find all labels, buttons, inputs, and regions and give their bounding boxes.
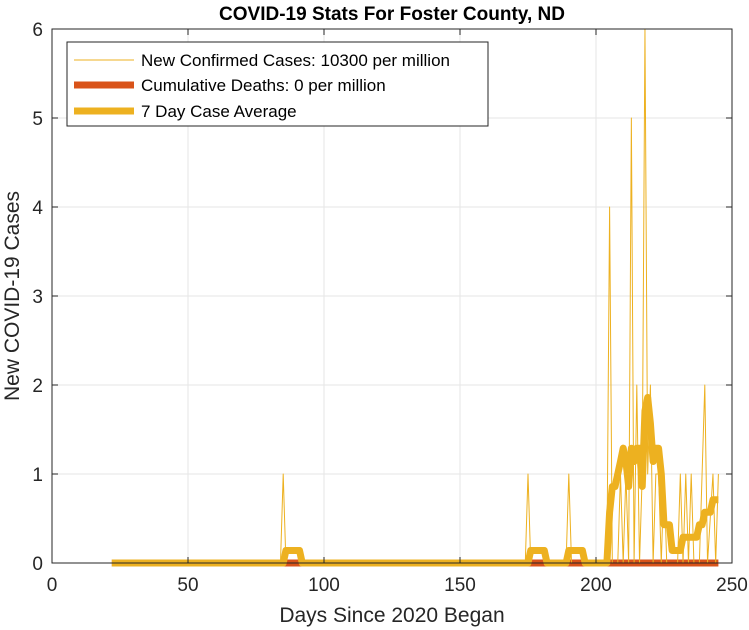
y-tick-label: 6 <box>32 20 43 41</box>
x-axis-label: Days Since 2020 Began <box>279 604 504 627</box>
x-tick-label: 0 <box>47 575 58 596</box>
legend-label-average: 7 Day Case Average <box>141 102 297 121</box>
y-tick-label: 0 <box>32 554 43 575</box>
y-tick-label: 3 <box>32 287 43 308</box>
x-tick-label: 100 <box>308 575 340 596</box>
y-tick-label: 1 <box>32 465 43 486</box>
x-tick-label: 250 <box>716 575 748 596</box>
legend-label-deaths: Cumulative Deaths: 0 per million <box>141 76 386 95</box>
y-tick-label: 5 <box>32 109 43 130</box>
chart-title: COVID-19 Stats For Foster County, ND <box>219 4 565 25</box>
legend: New Confirmed Cases: 10300 per million C… <box>66 41 489 127</box>
x-tick-label: 200 <box>580 575 612 596</box>
x-tick-label: 150 <box>444 575 476 596</box>
axis-tick-labels: 0 50 100 150 200 250 0 1 2 3 4 5 6 <box>32 20 747 596</box>
y-axis-label: New COVID-19 Cases <box>1 191 24 401</box>
legend-box <box>66 41 489 127</box>
x-tick-label: 50 <box>177 575 198 596</box>
legend-label-new-cases: New Confirmed Cases: 10300 per million <box>141 51 450 70</box>
y-tick-label: 4 <box>32 198 43 219</box>
axis-ticks <box>51 28 733 564</box>
y-tick-label: 2 <box>32 376 43 397</box>
series-line-new-cases <box>111 28 719 564</box>
